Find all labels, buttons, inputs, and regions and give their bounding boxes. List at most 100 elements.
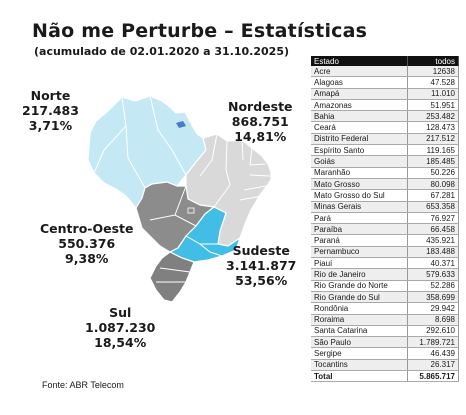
state-name-cell: Maranhão (311, 167, 408, 179)
label-norte-name: Norte (30, 88, 71, 103)
state-value-cell: 253.482 (407, 110, 460, 123)
table-total-row: Total 5.865.717 (311, 370, 460, 383)
table-row: Sergipe 46.439 (311, 347, 460, 360)
total-value: 5.865.717 (407, 370, 460, 383)
table-row: Piauí 40.371 (311, 257, 460, 270)
label-norte: Norte 217.483 3,71% (22, 88, 79, 133)
table-row: Roraima 8.698 (311, 314, 460, 326)
column-header-estado: Estado (311, 56, 408, 66)
label-nordeste-percent: 14,81% (234, 129, 287, 144)
label-centro-oeste-percent: 9,38% (65, 251, 109, 266)
state-value-cell: 12638 (407, 66, 460, 78)
table-row: Distrito Federal 217.512 (311, 133, 460, 146)
table-row: Mato Grosso 80.098 (311, 178, 460, 191)
state-value-cell: 46.439 (407, 347, 460, 360)
state-value-cell: 29.942 (407, 302, 460, 315)
state-name-cell: Mato Grosso (311, 178, 408, 191)
label-sudeste: Sudeste 3.141.877 53,56% (226, 243, 296, 288)
table-row: Paraná 435.921 (311, 234, 460, 247)
state-name-cell: São Paulo (311, 336, 408, 349)
state-value-cell: 183.488 (407, 246, 460, 259)
table-row: Rio Grande do Norte 52.286 (311, 280, 460, 292)
state-name-cell: Distrito Federal (311, 133, 408, 146)
state-value-cell: 76.927 (407, 212, 460, 225)
sul-state-divider (156, 267, 191, 283)
region-sudeste-shape (168, 206, 242, 263)
label-nordeste-name: Nordeste (228, 99, 293, 114)
table-row: Minas Gerais 653.358 (311, 201, 460, 213)
region-sul-shape (149, 251, 195, 303)
state-value-cell: 8.698 (407, 314, 460, 326)
table-row: Pará 76.927 (311, 212, 460, 225)
label-sul-value: 1.087.230 (85, 320, 156, 335)
table-row: Pernambuco 183.488 (311, 246, 460, 259)
label-centro-oeste-name: Centro-Oeste (40, 221, 134, 236)
state-value-cell: 80.098 (407, 178, 460, 191)
table-row: Mato Grosso do Sul 67.281 (311, 189, 460, 202)
state-value-cell: 66.458 (407, 223, 460, 236)
label-centro-oeste-value: 550.376 (58, 236, 116, 251)
table-body: Acre 12638 Alagoas 47.528 Amapá 11.010 Amazona… (311, 66, 460, 372)
sudeste-state-divider (185, 235, 223, 257)
state-name-cell: Paraíba (311, 223, 408, 236)
column-header-todos: todos (407, 56, 460, 66)
state-name-cell: Tocantins (311, 359, 408, 372)
state-name-cell: Rondônia (311, 302, 408, 315)
state-value-cell: 50.226 (407, 167, 460, 179)
state-name-cell: Santa Catarina (311, 325, 408, 338)
state-value-cell: 47.528 (407, 76, 460, 89)
label-norte-percent: 3,71% (28, 118, 73, 133)
state-name-cell: Amazonas (311, 99, 408, 112)
state-value-cell: 358.699 (407, 291, 460, 304)
table-row: Amapá 11.010 (311, 88, 460, 100)
table-row: Amazonas 51.951 (311, 99, 460, 112)
table-row: Acre 12638 (311, 66, 460, 78)
source-note: Fonte: ABR Telecom (42, 380, 124, 390)
state-value-cell: 128.473 (407, 121, 460, 134)
state-value-cell: 119.165 (407, 144, 460, 157)
state-name-cell: Roraima (311, 314, 408, 326)
state-value-cell: 292.610 (407, 325, 460, 338)
state-value-cell: 40.371 (407, 257, 460, 270)
state-name-cell: Bahia (311, 110, 408, 123)
state-value-cell: 217.512 (407, 133, 460, 146)
state-name-cell: Alagoas (311, 76, 408, 89)
state-name-cell: Pará (311, 212, 408, 225)
table-row: Goiás 185.485 (311, 155, 460, 168)
label-sul-percent: 18,54% (94, 335, 147, 350)
marajo-island-shape (176, 121, 186, 128)
state-value-cell: 435.921 (407, 234, 460, 247)
label-sul-name: Sul (109, 305, 132, 320)
table-row: Bahia 253.482 (311, 110, 460, 123)
table-row: Rondônia 29.942 (311, 302, 460, 315)
table-row: Tocantins 26.317 (311, 359, 460, 372)
state-value-cell: 67.281 (407, 189, 460, 202)
state-name-cell: Piauí (311, 257, 408, 270)
state-value-cell: 185.485 (407, 155, 460, 168)
table-row: Maranhão 50.226 (311, 167, 460, 179)
label-sudeste-percent: 53,56% (235, 273, 288, 288)
table-row: Rio de Janeiro 579.633 (311, 268, 460, 281)
table-header-row: Estado todos (311, 56, 460, 66)
state-value-cell: 579.633 (407, 268, 460, 281)
centro-oeste-state-divider (149, 185, 197, 227)
state-value-cell: 1.789.721 (407, 336, 460, 349)
state-name-cell: Paraná (311, 234, 408, 247)
label-sul: Sul 1.087.230 18,54% (85, 305, 155, 350)
state-value-cell: 11.010 (407, 88, 460, 100)
state-name-cell: Rio de Janeiro (311, 268, 408, 281)
state-value-cell: 52.286 (407, 280, 460, 292)
table-row: Paraíba 66.458 (311, 223, 460, 236)
table-row: Espírito Santo 119.165 (311, 144, 460, 157)
page-subtitle: (acumulado de 02.01.2020 a 31.10.2025) (34, 45, 289, 58)
label-sudeste-name: Sudeste (232, 243, 290, 258)
label-norte-value: 217.483 (22, 103, 79, 118)
state-name-cell: Goiás (311, 155, 408, 168)
state-name-cell: Pernambuco (311, 246, 408, 259)
nordeste-state-divider (199, 133, 271, 208)
state-value-cell: 653.358 (407, 201, 460, 213)
state-name-cell: Acre (311, 66, 408, 78)
table-row: Santa Catarina 292.610 (311, 325, 460, 338)
table-row: Rio Grande do Sul 358.699 (311, 291, 460, 304)
